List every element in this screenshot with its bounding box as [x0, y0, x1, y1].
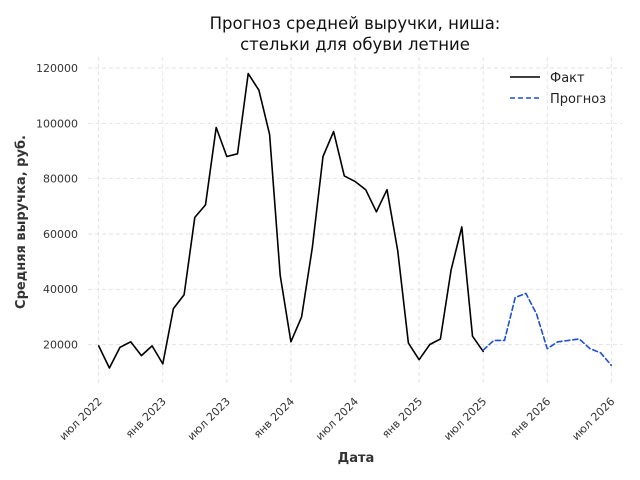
x-axis-ticks: июл 2022 янв 2023 июл 2023 янв 2024 июл 2024… — [57, 395, 618, 443]
series-line-fact — [97, 72, 485, 369]
y-tick-label: 60000 — [43, 228, 78, 241]
series-lines — [97, 72, 613, 369]
x-tick-label: янв 2025 — [379, 395, 425, 441]
x-tick-label: июл 2025 — [441, 395, 489, 443]
y-axis-label: Средняя выручка, руб. — [14, 135, 29, 309]
grid — [88, 57, 622, 386]
x-tick-label: июл 2022 — [57, 395, 105, 443]
x-tick-label: янв 2023 — [123, 395, 169, 441]
x-tick-label: янв 2024 — [251, 395, 297, 441]
x-axis-label: Дата — [338, 451, 375, 466]
x-tick-label: июл 2026 — [569, 395, 617, 443]
x-tick-label: янв 2026 — [508, 395, 554, 441]
y-tick-label: 20000 — [43, 339, 78, 352]
x-tick-label: июл 2023 — [185, 395, 233, 443]
legend-label-forecast: Прогноз — [550, 92, 606, 107]
chart-title-line-1: Прогноз средней выручки, ниша: — [210, 14, 501, 33]
legend-label-fact: Факт — [550, 71, 585, 86]
y-tick-label: 100000 — [36, 117, 78, 130]
series-line-forecast — [482, 292, 613, 367]
chart-title-line-2: стельки для обуви летние — [240, 35, 470, 54]
legend: Факт Прогноз — [510, 71, 606, 107]
x-tick-label: июл 2024 — [313, 395, 361, 443]
y-tick-label: 120000 — [36, 62, 78, 75]
y-tick-label: 40000 — [43, 283, 78, 296]
y-tick-label: 80000 — [43, 173, 78, 186]
y-axis-ticks: 20000 40000 60000 80000 100000 120000 — [36, 62, 78, 351]
